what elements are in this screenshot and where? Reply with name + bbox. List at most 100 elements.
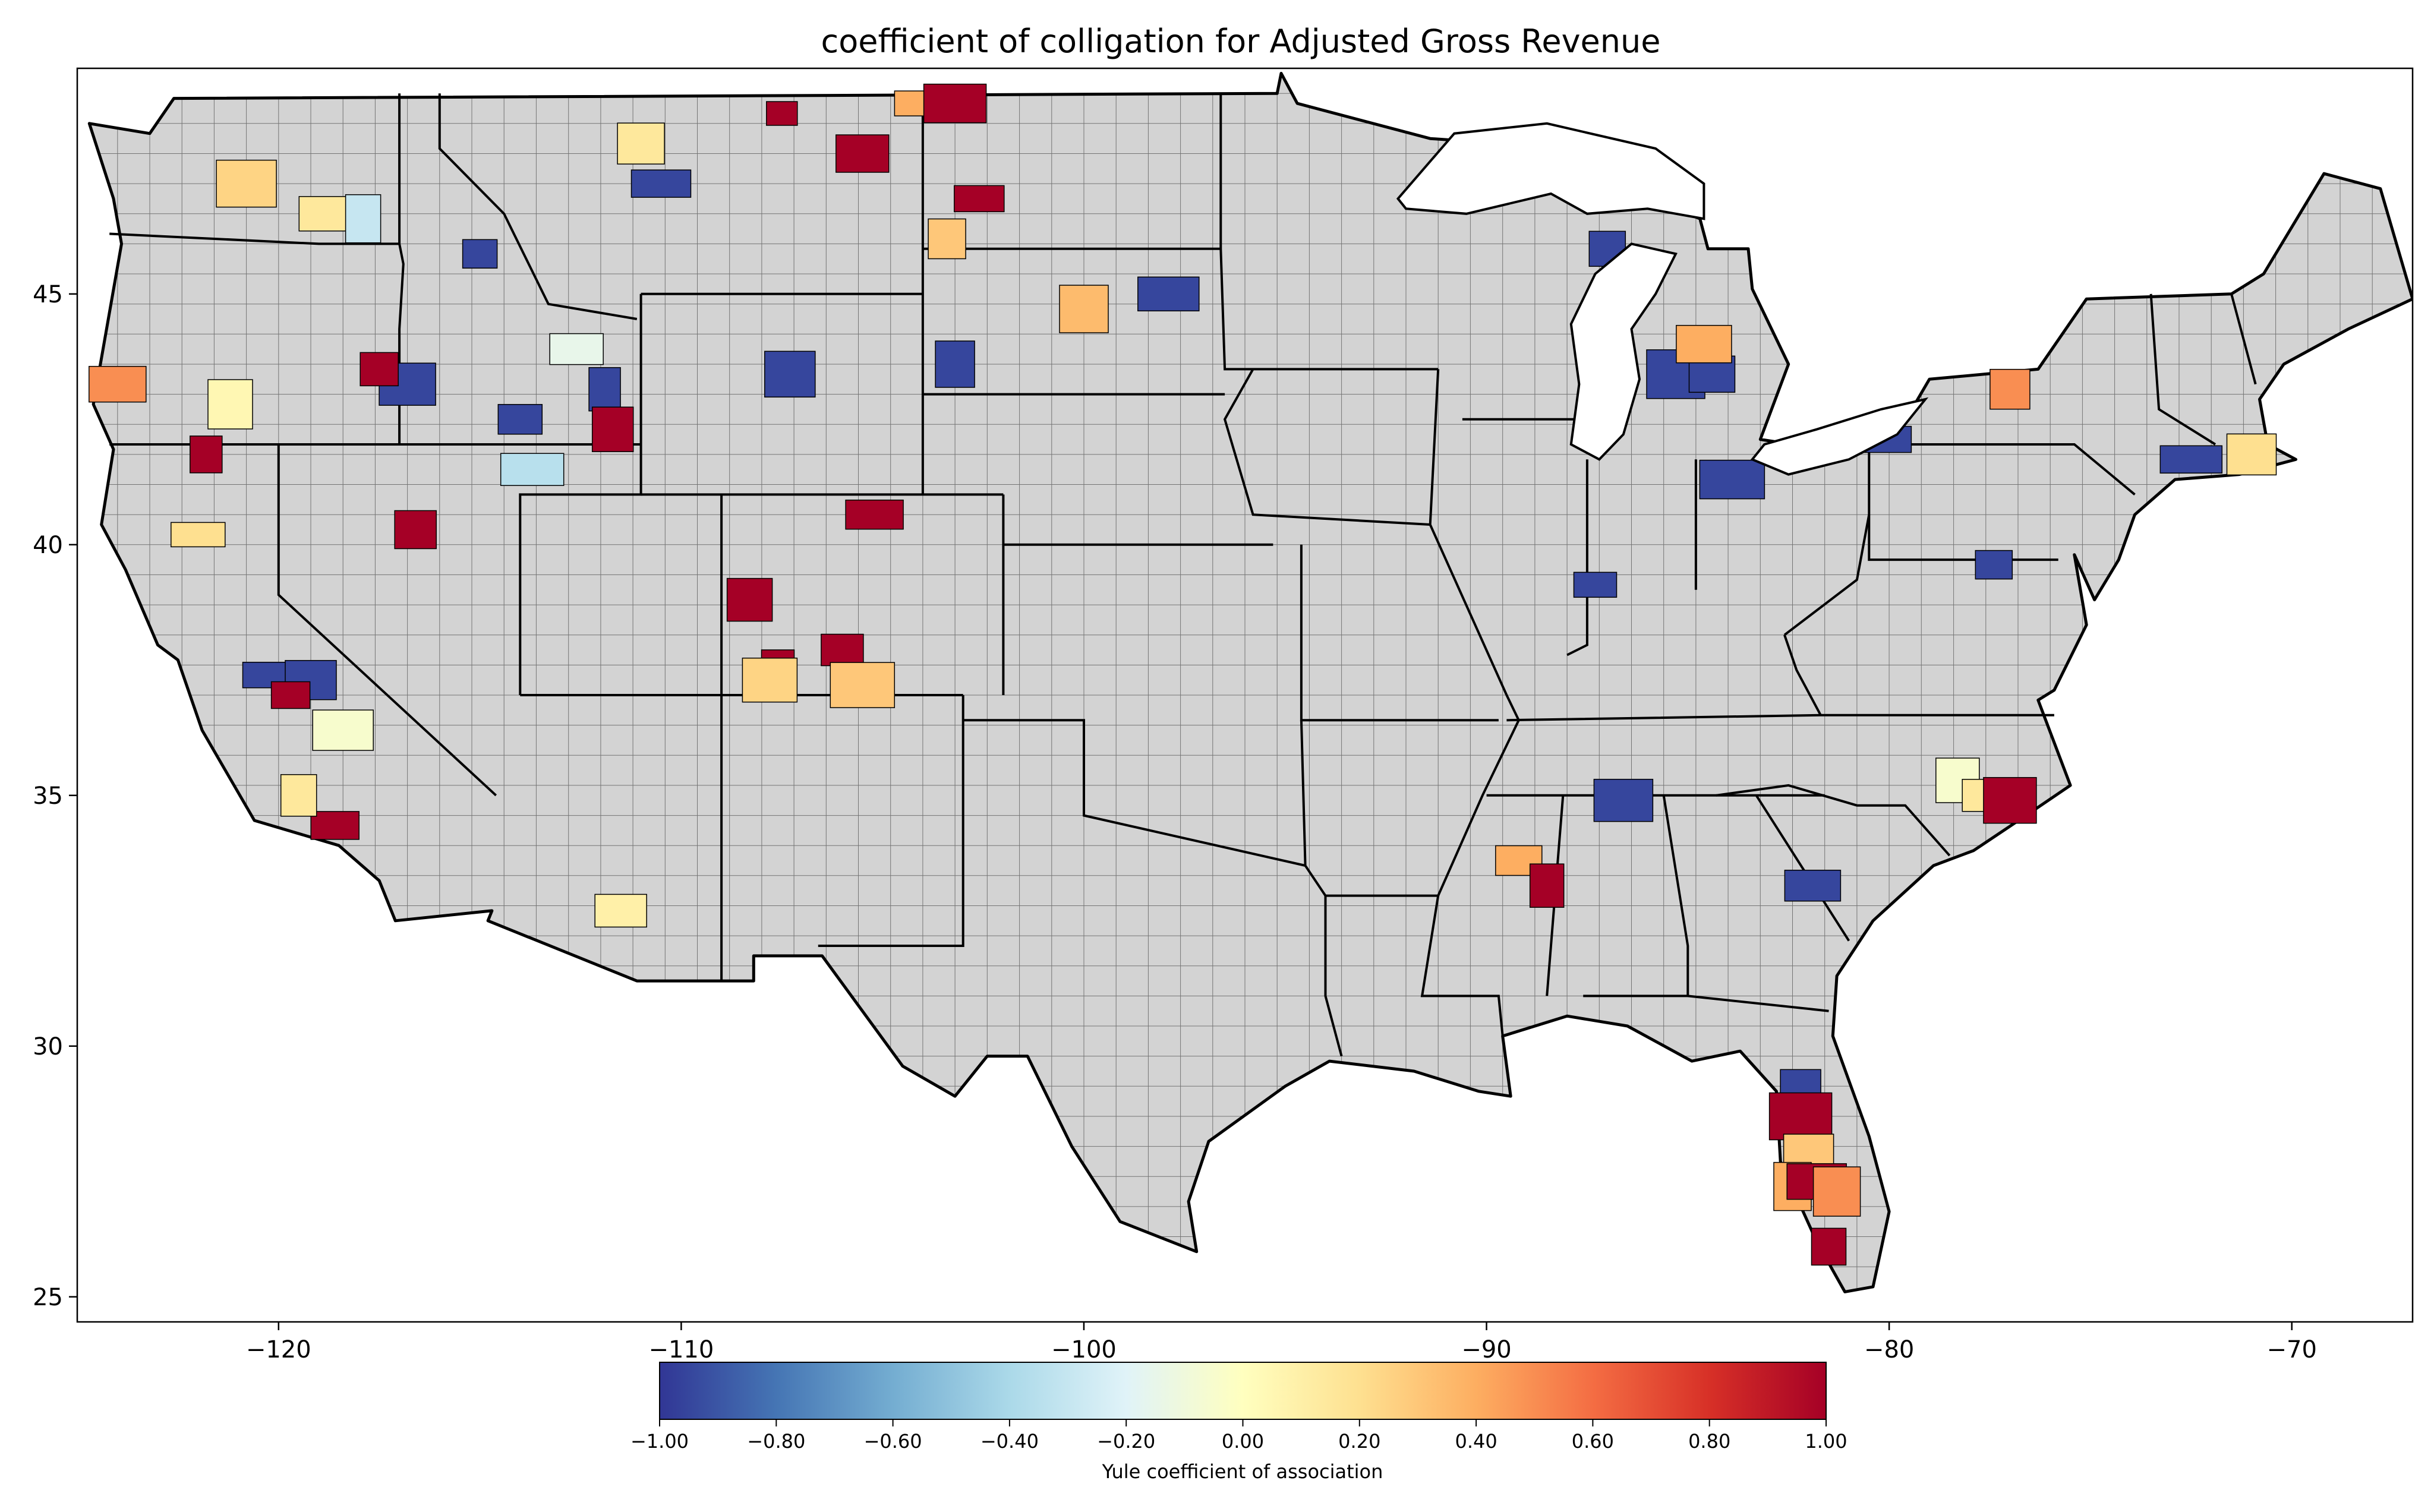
county-16 [360,352,399,387]
map-area: −120 −110 −100 −90 −80 −70 25 30 35 40 45 [33,67,2414,1363]
conus-landmass [87,71,2413,1293]
colorbar-tick-label: −0.40 [980,1430,1039,1453]
y-tick-label: 25 [33,1284,63,1311]
county-38 [935,340,975,388]
county-40 [1059,285,1109,333]
x-tick-label: −90 [1461,1336,1511,1363]
county-12 [549,333,604,365]
county-34 [742,657,798,703]
y-tick-label: 45 [33,281,63,308]
county-10 [497,404,543,435]
county-22 [190,435,223,474]
y-tick-label: 30 [33,1033,63,1060]
colorbar-label: Yule coefficient of association [1102,1460,1383,1483]
x-tick-label: −70 [2267,1336,2317,1363]
county-15 [764,351,816,398]
county-23 [171,522,226,548]
county-56 [1784,869,1842,902]
chart-title: coefficient of colligation for Adjusted … [821,23,1661,60]
state-line [438,93,638,320]
y-tick-label: 40 [33,532,63,559]
county-35 [821,633,864,667]
county-19 [345,194,382,244]
state-line [1223,368,1430,526]
county-51 [2226,433,2277,476]
county-0 [766,101,798,126]
county-52 [1975,550,2013,580]
county-21 [207,379,253,430]
state-line [1566,459,1588,656]
county-59 [1983,776,2037,824]
county-37 [594,894,647,928]
county-28 [312,709,374,751]
county-3 [923,83,987,124]
county-36 [830,662,896,708]
x-axis-ticks: −120 −110 −100 −90 −80 −70 [246,1322,2317,1363]
county-1 [835,134,890,173]
county-61 [1768,1092,1833,1141]
state-line [1219,93,1439,371]
state-line [2230,293,2257,385]
county-65 [1812,1166,1861,1217]
county-6 [630,169,692,198]
county-50 [2159,445,2223,474]
y-tick-label: 35 [33,782,63,810]
county-53 [1593,778,1654,822]
state-line [963,719,1306,867]
state-line [1688,995,1829,1012]
county-7 [617,122,665,165]
county-31 [845,499,904,530]
county-30 [280,774,317,817]
county-14 [500,453,565,486]
state-line [1783,635,1822,716]
county-18 [298,196,348,232]
county-39 [1137,276,1200,312]
colorbar-tick-label: 0.80 [1688,1430,1730,1453]
colorbar-tick-label: −0.60 [864,1430,922,1453]
colorbar-tick-label: 0.60 [1572,1430,1614,1453]
state-line [1716,784,1951,857]
county-47 [1699,459,1765,500]
county-45 [1676,324,1732,364]
state-line [277,444,497,797]
colorbar-gradient [659,1362,1827,1420]
state-line [109,232,400,245]
county-17 [216,159,277,208]
x-tick-label: −100 [1051,1336,1117,1363]
county-11 [588,367,621,412]
colorbar-tick-label: −1.00 [630,1430,689,1453]
state-line [1420,895,1504,1037]
state-line [1755,794,1850,942]
county-49 [1990,368,2031,410]
x-tick-label: −110 [648,1336,714,1363]
colorbar-tick-label: 0.20 [1338,1430,1380,1453]
county-20 [89,365,147,403]
county-4 [954,185,1005,213]
state-line [1429,369,1521,897]
colorbar-tick-label: 1.00 [1805,1430,1847,1453]
county-13 [591,406,634,452]
county-55 [1529,863,1565,908]
state-line [1324,895,1343,1057]
state-line [1300,720,1439,897]
colorbar-tick-label: 0.00 [1222,1430,1264,1453]
county-29 [310,811,360,840]
state-line [818,695,964,947]
colorbar-tick-label: −0.20 [1097,1430,1155,1453]
county-66 [1811,1227,1847,1266]
county-46 [1573,572,1618,598]
lake-erie [1750,397,1929,476]
state-line [1583,795,1689,998]
y-axis-ticks: 25 30 35 40 45 [33,281,77,1311]
county-24 [394,510,437,550]
highlighted-counties [89,83,2277,1266]
colorbar: −1.00 −0.80 −0.60 −0.40 −0.20 0.00 0.20 0.40 0.6… [630,1362,1847,1483]
state-line [1897,443,2136,495]
x-tick-label: −80 [1864,1336,1914,1363]
lake-michigan [1569,242,1678,461]
county-5 [928,218,966,260]
county-32 [726,577,773,622]
x-tick-label: −120 [246,1336,311,1363]
county-27 [270,681,311,709]
